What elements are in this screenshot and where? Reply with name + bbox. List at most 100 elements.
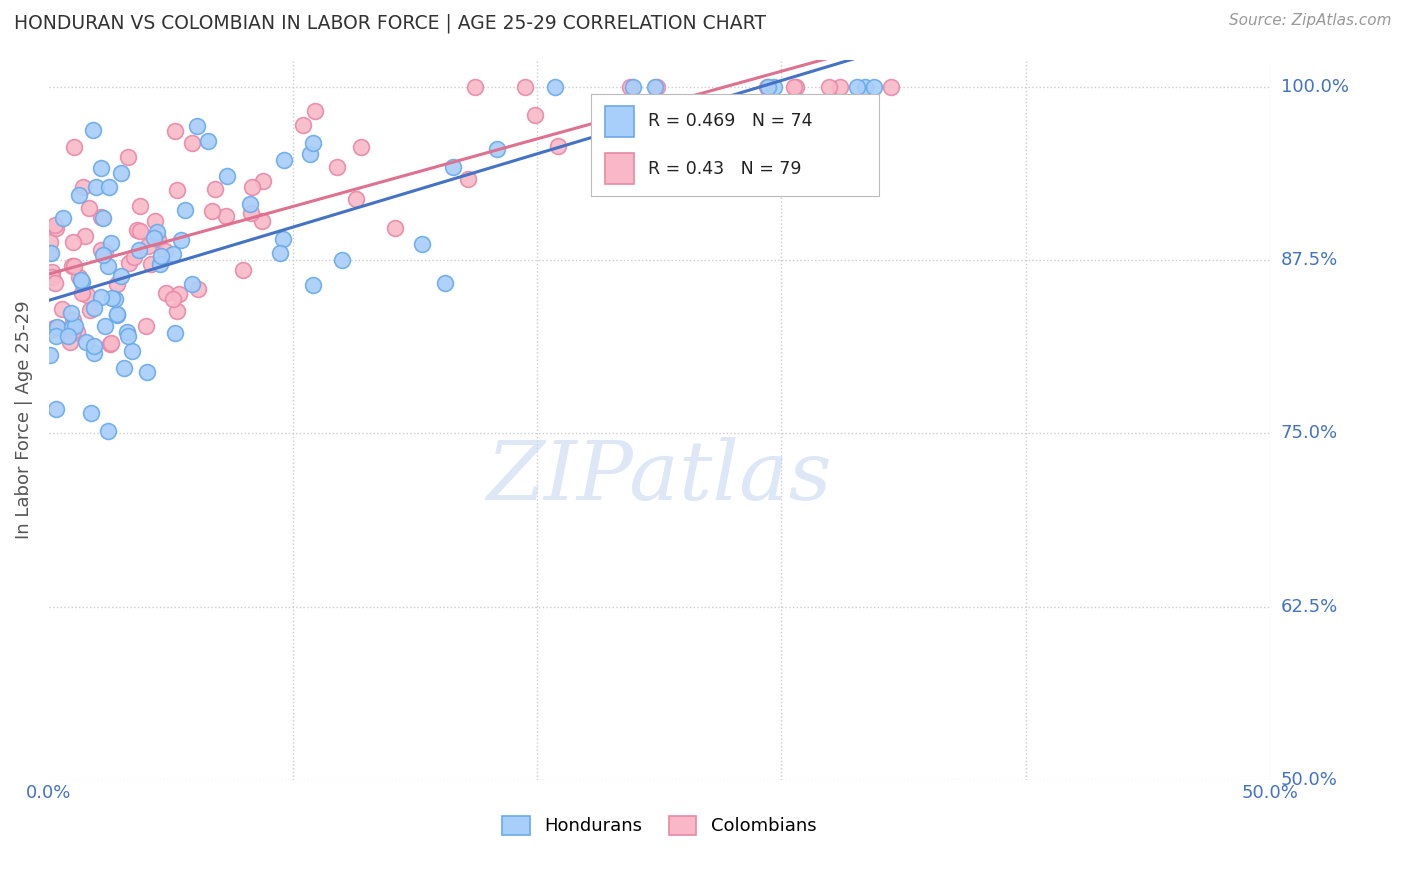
Point (524, 108, 547, 122)
Point (63, 260, 86, 274)
Point (215, 169, 238, 183)
Point (621, 80, 644, 95)
Point (91, 211, 114, 225)
Text: 62.5%: 62.5% (1281, 598, 1339, 615)
Point (70, 276, 93, 290)
Point (139, 257, 162, 271)
Point (122, 250, 145, 264)
Point (45, 319, 67, 334)
Point (149, 257, 172, 271)
Point (136, 365, 159, 379)
Point (513, 80, 536, 95)
Point (756, 80, 779, 95)
Point (173, 203, 195, 218)
Point (433, 276, 456, 290)
Point (162, 247, 184, 261)
Point (118, 256, 141, 270)
Point (239, 205, 262, 219)
Point (105, 277, 128, 292)
Text: HONDURAN VS COLOMBIAN IN LABOR FORCE | AGE 25-29 CORRELATION CHART: HONDURAN VS COLOMBIAN IN LABOR FORCE | A… (14, 13, 766, 33)
Point (110, 166, 132, 180)
Point (128, 244, 150, 258)
Point (232, 263, 254, 277)
Point (69, 187, 91, 202)
Point (90, 161, 112, 176)
Point (60, 259, 83, 273)
Point (104, 292, 127, 306)
Legend: Hondurans, Colombians: Hondurans, Colombians (502, 816, 817, 836)
Point (135, 318, 157, 333)
Point (38, 246, 60, 260)
Point (142, 231, 165, 245)
Point (269, 245, 291, 260)
Point (633, 110, 655, 124)
Point (117, 329, 139, 343)
Point (77, 201, 100, 215)
Point (239, 197, 262, 211)
Point (330, 253, 353, 268)
Point (167, 287, 190, 301)
Point (155, 285, 177, 300)
Point (350, 139, 373, 153)
Point (98, 179, 121, 194)
Point (41, 270, 63, 285)
Point (59, 334, 82, 349)
Text: Source: ZipAtlas.com: Source: ZipAtlas.com (1229, 13, 1392, 29)
Point (110, 268, 132, 283)
Point (292, 118, 315, 132)
Point (170, 233, 193, 247)
Point (252, 174, 274, 188)
Point (855, 80, 877, 95)
Point (186, 119, 208, 133)
Point (301, 278, 323, 293)
Point (44, 219, 66, 233)
Point (101, 291, 124, 305)
Point (75, 334, 97, 349)
Text: R = 0.469   N = 74: R = 0.469 N = 74 (648, 112, 813, 130)
Point (240, 180, 263, 194)
Point (862, 80, 884, 95)
Point (90, 243, 112, 257)
Point (647, 80, 669, 95)
Point (818, 80, 841, 95)
Point (91, 248, 114, 262)
Point (79, 303, 101, 318)
Point (411, 237, 433, 252)
Point (547, 139, 569, 153)
Point (97, 259, 120, 273)
Point (146, 225, 169, 239)
Point (62, 324, 84, 338)
Point (115, 326, 138, 340)
Point (94, 244, 117, 259)
Point (105, 308, 128, 322)
Point (62, 312, 84, 326)
Point (544, 80, 567, 95)
Point (45, 402, 67, 417)
Point (252, 214, 274, 228)
Point (187, 282, 209, 296)
Point (41, 265, 63, 279)
Point (644, 80, 666, 95)
Point (197, 134, 219, 148)
Point (67, 269, 90, 284)
Point (464, 80, 486, 95)
Point (84, 180, 107, 194)
Point (69, 273, 91, 287)
Point (83, 346, 105, 360)
Point (58, 328, 80, 343)
Point (94, 319, 117, 334)
Point (66, 325, 89, 339)
Point (98, 337, 121, 351)
Point (100, 336, 122, 351)
Point (80, 406, 103, 420)
Text: 50.0%: 50.0% (1281, 771, 1337, 789)
Point (129, 224, 152, 238)
Point (100, 236, 122, 251)
Point (785, 80, 807, 95)
Point (762, 80, 785, 95)
Point (155, 244, 177, 258)
Point (62, 235, 84, 249)
Point (299, 147, 322, 161)
Point (46, 321, 69, 335)
Point (181, 136, 204, 150)
